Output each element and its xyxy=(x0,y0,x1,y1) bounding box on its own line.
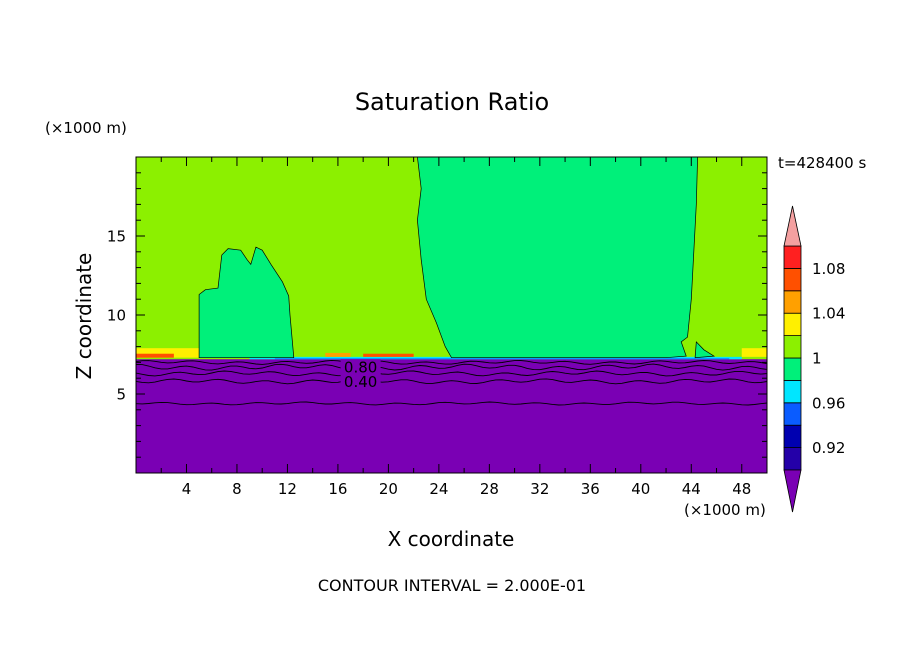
band-1.06-a xyxy=(325,352,351,357)
band-0.96 xyxy=(274,358,730,360)
x-axis-label: X coordinate xyxy=(387,527,515,551)
x-tick-label: 24 xyxy=(429,480,448,498)
x-tick-label: 8 xyxy=(232,480,242,498)
contour-plot: 0.800.40 xyxy=(135,156,768,473)
colorbar-segment xyxy=(783,267,802,292)
y-tick-label: 15 xyxy=(107,228,126,246)
x-tick-label: 4 xyxy=(182,480,192,498)
colorbar-segment xyxy=(783,335,802,359)
x-tick-label: 36 xyxy=(581,480,600,498)
region-0.98-1.00-center xyxy=(417,156,698,359)
colorbar-segment xyxy=(783,447,802,471)
contour-interval-note: CONTOUR INTERVAL = 2.000E-01 xyxy=(317,576,587,595)
colorbar-segment xyxy=(783,245,802,269)
contour-label: 0.40 xyxy=(344,373,377,391)
y-axis-label: Z coordinate xyxy=(72,252,96,380)
colorbar: 0.92 0.96 1 1.04 1.08 xyxy=(783,205,845,513)
colorbar-segment xyxy=(783,402,802,426)
contour-line-0.80 xyxy=(135,363,768,371)
colorbar-bottom-arrow xyxy=(783,469,802,513)
band-1.04-right xyxy=(741,348,767,357)
time-label: t=428400 s xyxy=(778,154,867,172)
y-tick-label: 5 xyxy=(116,386,126,404)
contour-line-0.40 xyxy=(135,378,768,385)
colorbar-segment xyxy=(783,290,802,314)
contour-label-bg xyxy=(340,373,381,390)
x-axis-unit: (×1000 m) xyxy=(684,501,766,519)
x-tick-label: 12 xyxy=(278,480,297,498)
region-0.98-1.00-left xyxy=(198,246,295,359)
x-tick-label: 20 xyxy=(379,480,398,498)
band-1.08-b xyxy=(363,353,414,357)
colorbar-segment xyxy=(783,357,802,381)
y-tick-label: 10 xyxy=(107,307,126,325)
contour-label-bg xyxy=(340,359,381,376)
y-axis-unit: (×1000 m) xyxy=(45,119,127,137)
band-0.98 xyxy=(249,356,742,360)
colorbar-top-arrow xyxy=(783,205,802,247)
chart-title: Saturation Ratio xyxy=(354,88,550,116)
x-tick-label: 44 xyxy=(682,480,701,498)
contour-line-1 xyxy=(135,359,768,365)
colorbar-tick-label: 1 xyxy=(812,350,822,368)
contour-line-0.20 xyxy=(135,401,768,406)
colorbar-tick-label: 1.04 xyxy=(812,305,845,323)
colorbar-tick-label: 0.92 xyxy=(812,439,845,457)
colorbar-tick-label: 1.08 xyxy=(812,260,845,278)
x-tick-label: 28 xyxy=(480,480,499,498)
x-tick-label: 40 xyxy=(631,480,650,498)
colorbar-segment xyxy=(783,379,802,404)
band-1.08-left xyxy=(136,353,174,358)
colorbar-segment xyxy=(783,312,802,337)
x-tick-label: 32 xyxy=(530,480,549,498)
colorbar-tick-label: 0.96 xyxy=(812,394,845,412)
region-0.98-1.00-patch xyxy=(694,341,716,359)
contour-label: 0.80 xyxy=(344,359,377,377)
x-tick-label: 48 xyxy=(732,480,751,498)
contour-line-0.60 xyxy=(135,370,768,377)
x-tick-label: 16 xyxy=(328,480,347,498)
region-below-0.90 xyxy=(136,359,767,473)
colorbar-segment xyxy=(783,424,802,449)
